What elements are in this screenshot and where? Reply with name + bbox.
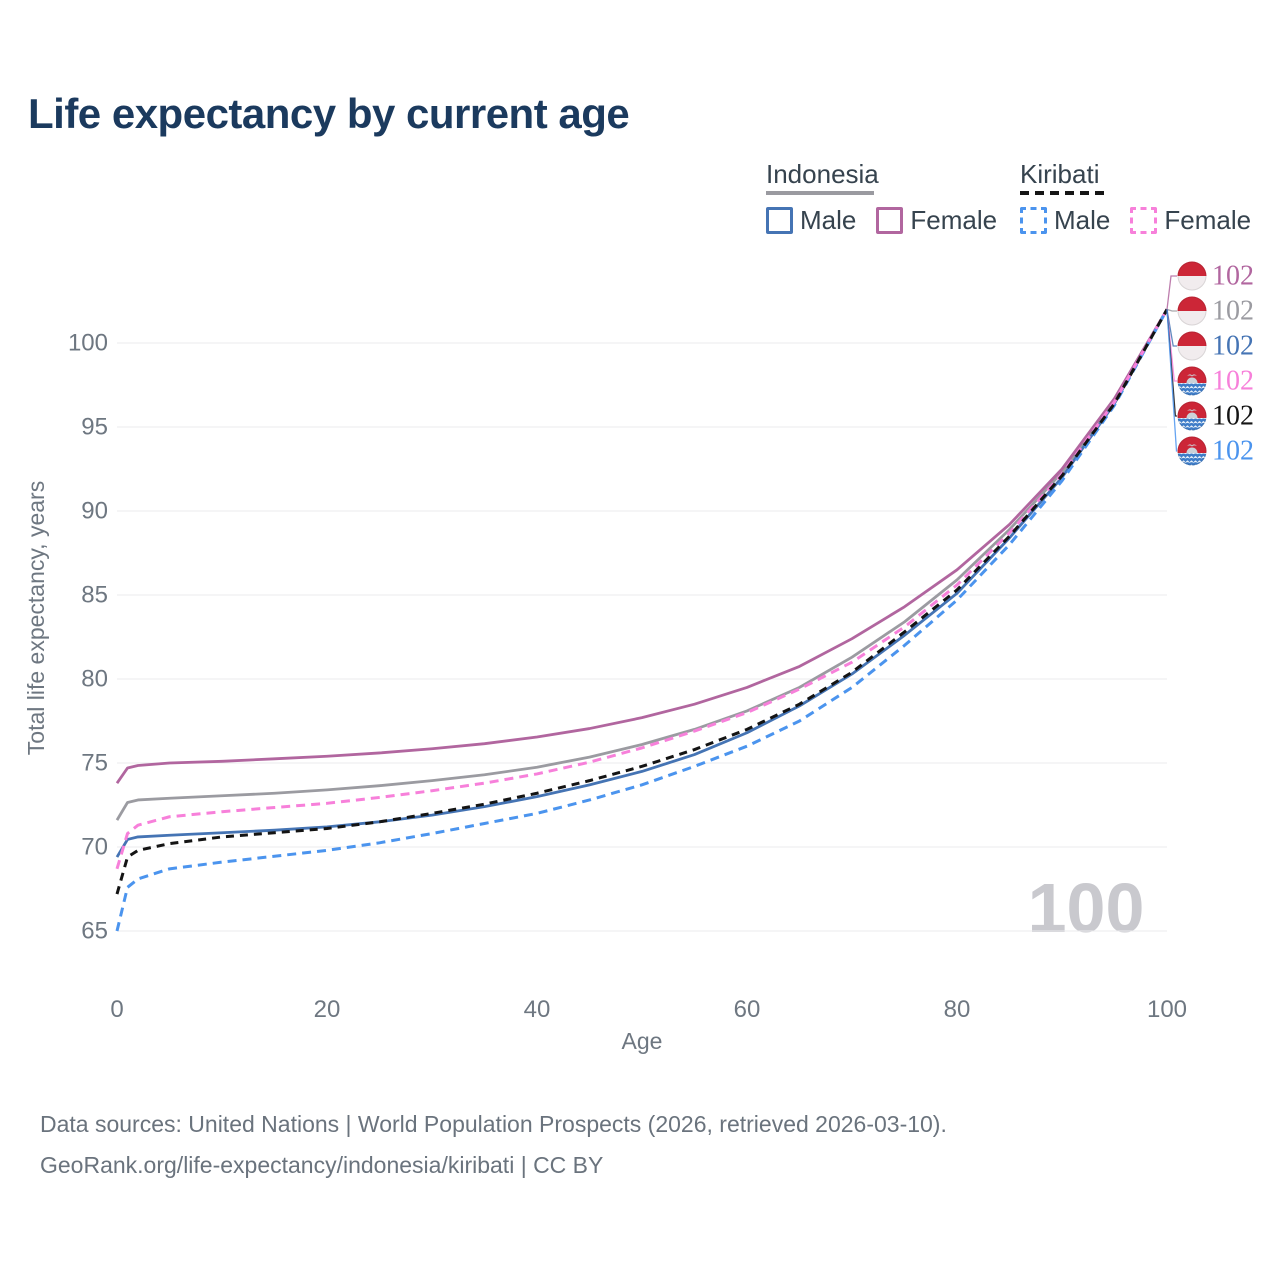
end-value-label: 102 xyxy=(1212,296,1254,327)
y-tick-label: 75 xyxy=(81,750,108,777)
page-title: Life expectancy by current age xyxy=(28,90,630,137)
legend-swatch-indonesia-female[interactable] xyxy=(876,207,904,234)
kiribati-flag-icon xyxy=(1177,436,1207,466)
y-tick-label: 80 xyxy=(81,666,108,693)
end-value-label: 102 xyxy=(1212,401,1254,432)
kiribati-flag-icon xyxy=(1177,401,1207,431)
hover-age-watermark: 100 xyxy=(1028,869,1145,947)
legend-group-indonesia: Indonesia Male Female xyxy=(766,160,1017,236)
series-line-indonesia-male[interactable] xyxy=(115,308,1169,858)
y-tick-label: 100 xyxy=(68,330,108,357)
y-tick-label: 95 xyxy=(81,414,108,441)
y-tick-label: 65 xyxy=(81,918,108,945)
legend-swatch-kiribati-male[interactable] xyxy=(1020,207,1047,234)
series-line-indonesia-both[interactable] xyxy=(115,308,1169,821)
y-axis-title: Total life expectancy, years xyxy=(23,481,49,755)
y-tick-label: 90 xyxy=(81,498,108,525)
legend-underline-kiribati xyxy=(1020,191,1108,195)
end-label-leader xyxy=(1166,309,1177,347)
end-label-leader xyxy=(1166,309,1178,452)
legend-group-kiribati: Kiribati Male Female xyxy=(1020,160,1271,236)
footer-line-2: GeoRank.org/life-expectancy/indonesia/ki… xyxy=(40,1152,604,1178)
end-label-leader xyxy=(1166,275,1177,310)
indonesia-flag-icon xyxy=(1177,296,1207,326)
x-axis-title: Age xyxy=(622,1028,663,1054)
indonesia-flag-icon xyxy=(1177,331,1207,361)
legend-label-kiribati-female[interactable]: Female xyxy=(1164,205,1252,235)
end-label-leader xyxy=(1166,308,1177,312)
x-tick-label: 20 xyxy=(314,996,341,1023)
footer-line-1: Data sources: United Nations | World Pop… xyxy=(40,1111,947,1137)
end-value-label: 102 xyxy=(1212,366,1254,397)
end-value-label: 102 xyxy=(1212,261,1254,292)
y-tick-label: 85 xyxy=(81,582,108,609)
legend-label-indonesia-female[interactable]: Female xyxy=(910,205,998,235)
series-line-kiribati-both[interactable] xyxy=(115,308,1169,895)
end-value-label: 102 xyxy=(1212,331,1254,362)
legend-underline-indonesia xyxy=(766,191,874,195)
legend: Indonesia Male Female Kiribati Male Fema… xyxy=(0,160,1280,240)
x-tick-label: 0 xyxy=(110,996,123,1023)
series-line-kiribati-male[interactable] xyxy=(115,308,1169,932)
y-tick-label: 70 xyxy=(81,834,108,861)
end-value-label: 102 xyxy=(1212,436,1254,467)
legend-swatch-indonesia-male[interactable] xyxy=(766,207,793,234)
footer: Data sources: United Nations | World Pop… xyxy=(40,1104,947,1186)
legend-label-indonesia-male[interactable]: Male xyxy=(800,205,857,235)
legend-swatch-kiribati-female[interactable] xyxy=(1130,207,1158,234)
legend-group-label-indonesia: Indonesia xyxy=(766,159,879,189)
legend-group-label-kiribati: Kiribati xyxy=(1020,159,1100,189)
x-tick-label: 100 xyxy=(1147,996,1187,1023)
legend-label-kiribati-male[interactable]: Male xyxy=(1054,205,1111,235)
series-line-indonesia-female[interactable] xyxy=(115,308,1169,784)
x-tick-label: 40 xyxy=(524,996,551,1023)
indonesia-flag-icon xyxy=(1177,261,1207,291)
x-tick-label: 60 xyxy=(734,996,761,1023)
x-tick-label: 80 xyxy=(944,996,971,1023)
